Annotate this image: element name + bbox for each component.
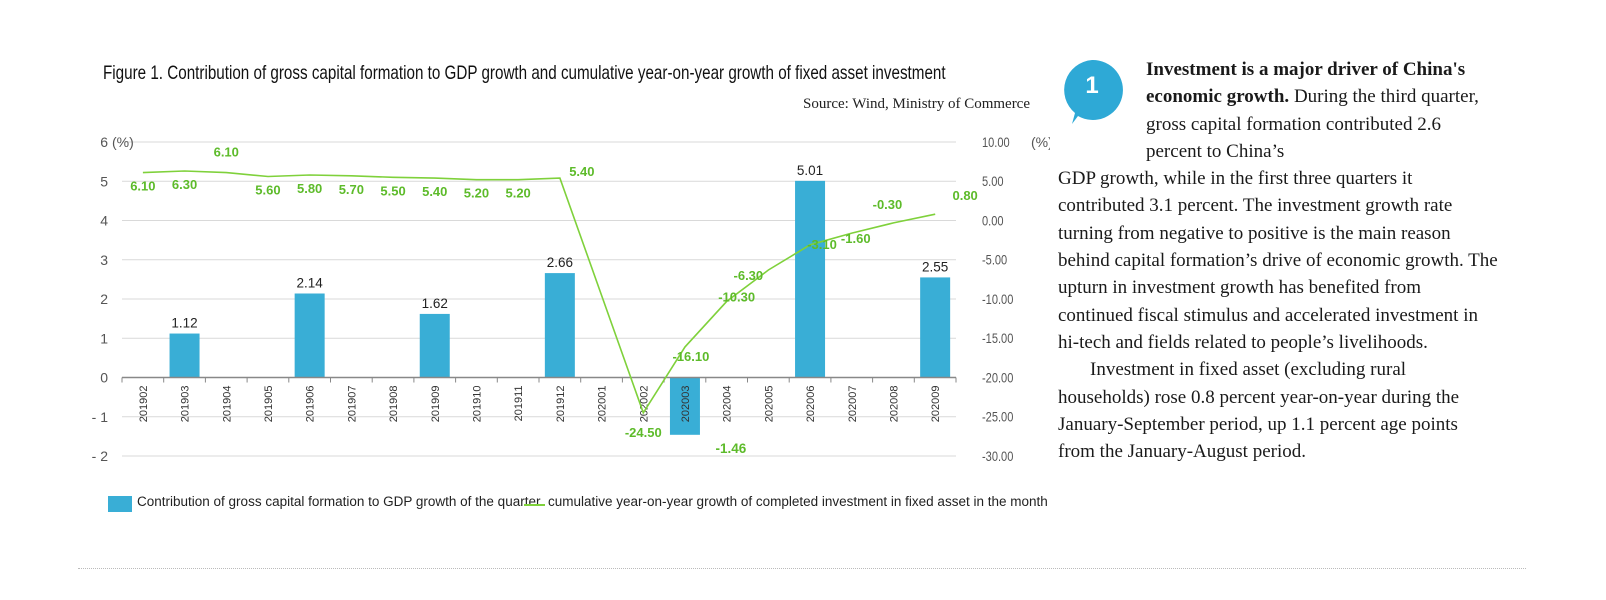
category-label: 201912 — [555, 386, 567, 423]
line-label: -0.30 — [873, 197, 903, 212]
line-label: -6.30 — [734, 268, 764, 283]
article-p1-part2: GDP growth, while in the first three qua… — [1058, 168, 1498, 353]
category-label: 202005 — [763, 386, 775, 423]
article-paragraph-1: Investment is a major driver of China's … — [1058, 56, 1498, 356]
bar — [669, 377, 700, 435]
left-axis-tick-label: 4 — [100, 213, 108, 229]
category-label: 202004 — [722, 386, 734, 423]
left-axis-tick-label: 0 — [100, 370, 108, 386]
chart-source: Source: Wind, Ministry of Commerce — [803, 96, 1030, 112]
bar-label: 2.55 — [922, 259, 948, 274]
combo-chart: 6 5 4 3 2 1 0 - 1 - 2 (%) 10.00 5.00 0.00 -5.00 -10.00… — [92, 134, 1050, 464]
category-label: 201910 — [471, 386, 483, 423]
divider — [78, 568, 1526, 569]
left-axis-tick-label: 3 — [100, 252, 108, 268]
left-axis-tick-label: - 2 — [92, 448, 109, 464]
left-axis-tick-label: 5 — [100, 173, 108, 189]
category-label: 202001 — [597, 386, 609, 423]
bar — [544, 273, 575, 378]
bar — [795, 180, 826, 378]
left-axis-tick-label: 1 — [100, 330, 108, 346]
category-label: 201902 — [138, 386, 150, 423]
bar — [419, 313, 450, 378]
right-axis-tick-label: -20.00 — [982, 370, 1013, 385]
legend-bar-swatch — [108, 496, 132, 512]
speech-bubble-icon — [1064, 59, 1123, 124]
category-label: 201903 — [180, 386, 192, 423]
bar — [294, 293, 325, 378]
line-label: 5.20 — [505, 186, 530, 201]
category-label: 201906 — [305, 386, 317, 423]
line-label: -3.10 — [807, 237, 837, 252]
category-label: 202007 — [847, 386, 859, 423]
category-label: 202009 — [930, 386, 942, 423]
article-lead-block: Investment is a major driver of China's … — [1058, 56, 1498, 165]
line-label: 5.20 — [464, 186, 489, 201]
line-label: -10.30 — [718, 289, 755, 304]
line-label: 6.10 — [130, 179, 155, 194]
right-axis-tick-label: 0.00 — [982, 213, 1004, 228]
line-series — [142, 170, 936, 415]
line-label: 0.80 — [952, 188, 977, 203]
category-label: 201911 — [513, 386, 525, 422]
line-label: -16.10 — [673, 349, 710, 364]
left-axis-unit: (%) — [112, 134, 134, 150]
line-label: -24.50 — [625, 425, 662, 440]
right-axis-tick-label: -25.00 — [982, 410, 1013, 425]
category-label: 201908 — [388, 386, 400, 423]
line-label: 5.70 — [339, 182, 364, 197]
article-paragraph-2: Investment in fixed asset (excluding rur… — [1058, 359, 1460, 463]
category-label: 202008 — [888, 386, 900, 423]
right-axis-tick-label: -15.00 — [982, 331, 1013, 346]
line-label: 5.40 — [422, 184, 447, 199]
right-axis-tick-label: 5.00 — [982, 174, 1004, 189]
bar-label: -1.46 — [716, 441, 747, 456]
left-axis-tick-label: 6 — [100, 134, 108, 150]
left-axis-tick-label: - 1 — [92, 409, 109, 425]
right-axis-tick-label: -5.00 — [982, 253, 1007, 268]
section-number: 1 — [1085, 72, 1099, 99]
bar-label: 1.12 — [171, 316, 197, 331]
bar — [920, 277, 951, 378]
category-label: 201909 — [430, 386, 442, 423]
line-label: 5.50 — [380, 183, 405, 198]
line-label: 6.10 — [214, 145, 239, 160]
line-label: -1.60 — [841, 231, 871, 246]
right-axis-unit: (%) — [1031, 134, 1050, 150]
legend-line-swatch — [524, 504, 545, 506]
article-lead: Investment is a major driver of China's … — [1146, 59, 1466, 108]
category-label: 202003 — [680, 386, 692, 423]
category-label: 201905 — [263, 386, 275, 423]
bar — [169, 333, 200, 378]
bar-label: 2.14 — [297, 276, 324, 291]
line-label: 5.40 — [569, 164, 594, 179]
article-text: Investment is a major driver of China's … — [1058, 56, 1498, 465]
right-axis-tick-label: -30.00 — [982, 449, 1013, 464]
legend-line-label: cumulative year-on-year growth of comple… — [548, 494, 1048, 509]
article-p1-part1: During the third quarter, gross capital … — [1146, 86, 1479, 162]
line-label: 5.80 — [297, 181, 322, 196]
line-label: 6.30 — [172, 177, 197, 192]
bar-label: 2.66 — [547, 255, 573, 270]
legend-bar-label: Contribution of gross capital formation … — [137, 494, 541, 509]
category-label: 201904 — [221, 386, 233, 423]
category-label: 202006 — [805, 386, 817, 423]
right-axis-tick-label: 10.00 — [982, 135, 1010, 150]
chart-title: Figure 1. Contribution of gross capital … — [103, 62, 946, 84]
left-axis-tick-label: 2 — [100, 291, 108, 307]
category-label: 201907 — [346, 386, 358, 423]
bar-label: 1.62 — [422, 296, 448, 311]
bar-label: 5.01 — [797, 163, 823, 178]
right-axis-tick-label: -10.00 — [982, 292, 1013, 307]
line-label: 5.60 — [255, 183, 280, 198]
category-label: 202002 — [638, 386, 650, 423]
